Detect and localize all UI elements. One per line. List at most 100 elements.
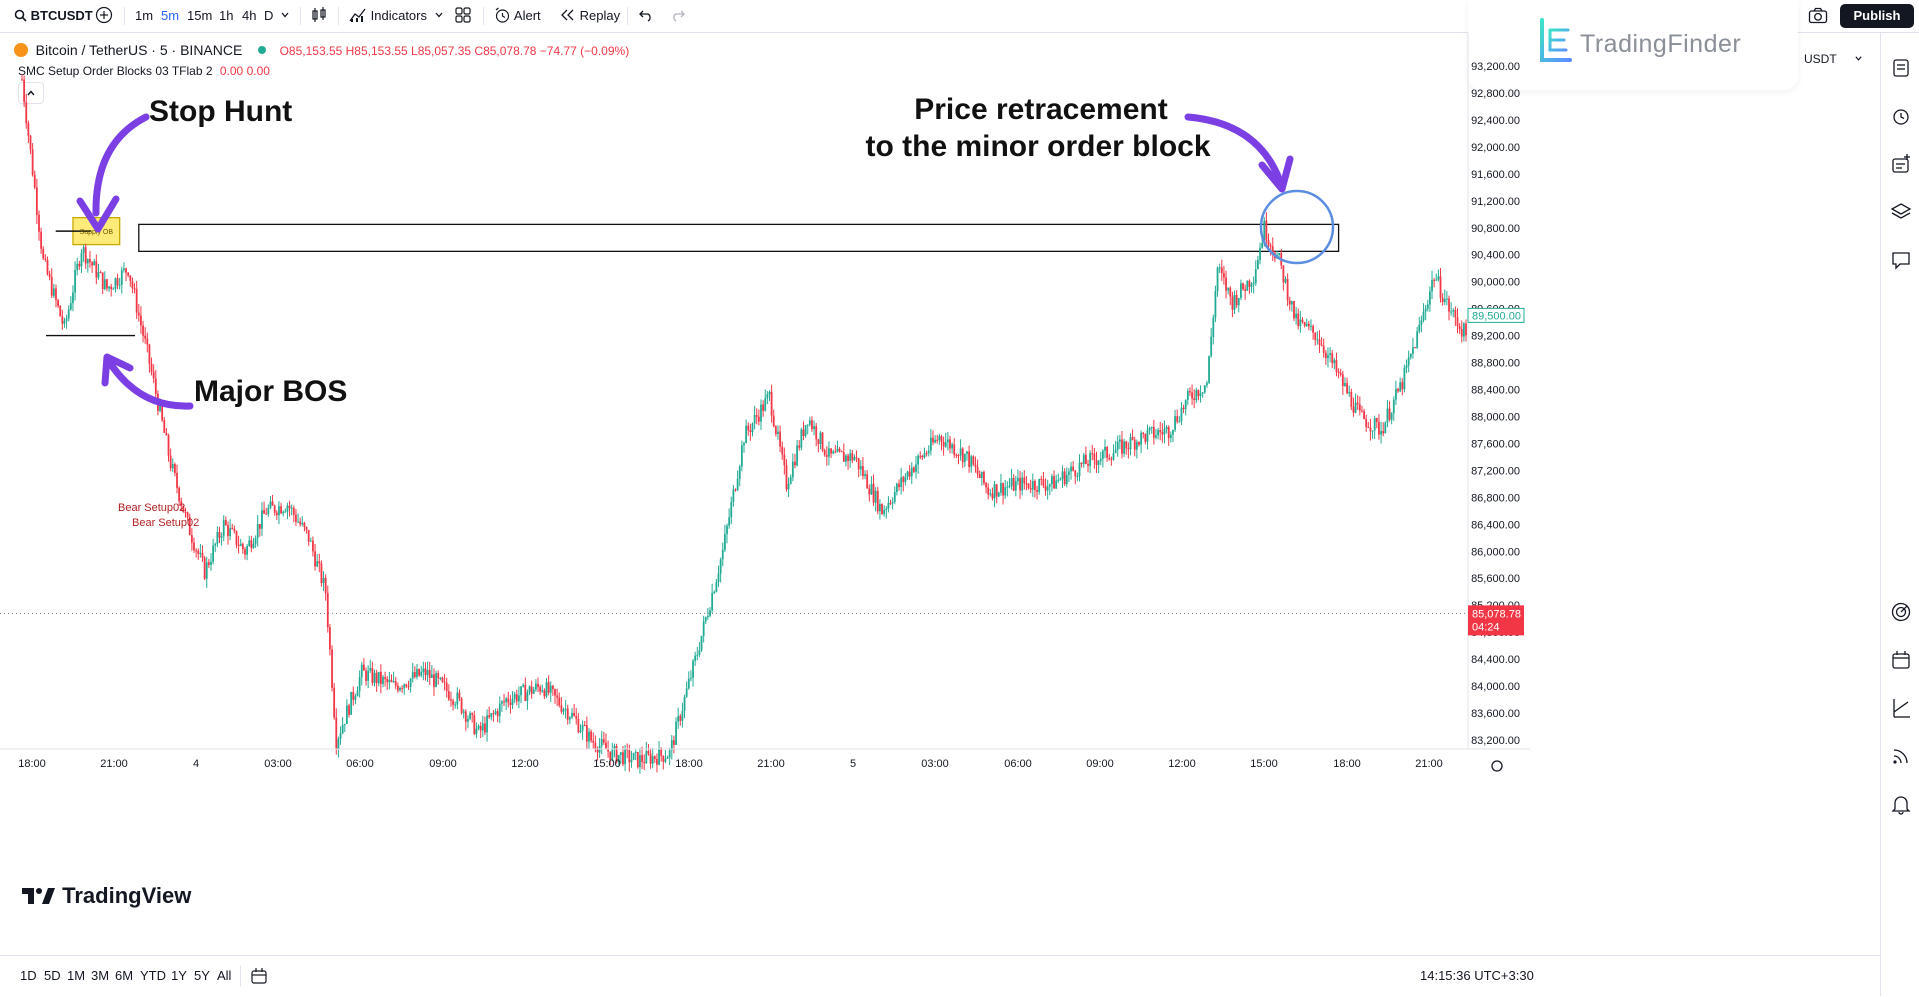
candle [91,262,93,266]
candle [360,664,363,678]
candle [339,733,342,739]
candle [1063,471,1066,485]
watchlist-icon[interactable] [1890,57,1912,79]
price-axis[interactable]: 93,200.00 92,800.00 92,400.00 92,000.00 91,6… [1467,33,1520,749]
major-bos-label: Major BOS [194,375,347,408]
candle [214,543,217,546]
candle [341,724,344,734]
candle [611,748,614,760]
candle [154,378,157,394]
candle [1118,439,1121,442]
retracement-arrowhead [1258,155,1294,193]
candle [781,446,784,455]
snapshot-button[interactable] [1808,6,1828,26]
range-ytd[interactable]: YTD [140,968,166,983]
interval-1m[interactable]: 1m [135,8,154,23]
layers-icon[interactable] [1890,201,1912,223]
candle [1363,411,1365,419]
marked-price-tag [1467,307,1525,323]
interval-dropdown[interactable] [280,6,290,26]
candle [995,484,998,497]
candle [507,698,510,703]
indicators-button[interactable]: Indicators [349,6,427,26]
range-3m[interactable]: 3M [91,968,110,983]
candle [881,503,883,515]
range-5d[interactable]: 5D [44,968,61,983]
alerts-icon[interactable] [1890,105,1912,127]
trend-line-icon[interactable] [1890,697,1912,719]
candle [467,718,469,722]
candle [1218,267,1221,269]
candle [628,750,631,763]
candle [190,535,193,543]
timezone-clock[interactable]: 14:15:36 UTC+3:30 [1420,968,1534,983]
candle [1431,279,1433,292]
publish-button[interactable]: Publish [1840,4,1914,28]
candle [791,461,794,478]
indicators-dropdown[interactable] [434,6,444,26]
current-price-value: 85,078.78 [1472,608,1521,620]
notification-bell-icon[interactable] [1890,793,1912,815]
candle [721,549,724,560]
candle [859,466,862,470]
time-tick-label: 09:00 [429,758,457,770]
candle [428,669,431,679]
interval-5m[interactable]: 5m [161,8,180,23]
candle [199,552,202,554]
currency-select[interactable]: USDT [1804,52,1868,72]
candle [1465,323,1467,336]
candle [743,443,745,446]
range-1m[interactable]: 1M [67,968,86,983]
time-axis[interactable]: 18:00 21:00 4 03:00 06:00 09:00 12:00 15:00 18:0… [0,748,1530,772]
undo-button[interactable] [638,6,654,26]
object-tree-icon[interactable] [1890,153,1912,175]
candle [690,677,692,679]
undo-icon [639,10,651,22]
range-all[interactable]: All [217,968,232,983]
signal-icon[interactable] [1890,745,1912,767]
interval-d[interactable]: D [264,8,274,23]
candle [904,476,907,483]
candle [27,123,30,136]
chart-type-button[interactable] [310,6,328,26]
candle [851,453,854,461]
redo-button[interactable] [670,6,686,26]
replay-button[interactable]: Replay [560,6,620,26]
candle [509,702,512,705]
alert-button[interactable]: Alert [494,6,541,26]
compare-symbol-button[interactable] [95,6,113,26]
candle [1422,311,1425,321]
candle [93,261,96,266]
candle [193,542,195,551]
axis-settings-gear-icon[interactable] [1491,760,1503,772]
target-icon[interactable] [1890,601,1912,623]
range-5y[interactable]: 5Y [194,968,210,983]
candle [823,450,826,455]
candle [1240,283,1242,298]
price-chart[interactable]: Supply OB Stop Hunt Major BOS Price retrac… [0,33,1880,955]
candle [528,686,531,693]
range-1d[interactable]: 1D [20,968,37,983]
candle [600,739,603,746]
range-1y[interactable]: 1Y [171,968,187,983]
candle [1176,416,1179,422]
candle [1150,426,1153,428]
candle [1121,439,1123,454]
candle [21,79,23,81]
layouts-button[interactable] [455,6,471,26]
interval-1h[interactable]: 1h [219,8,234,23]
goto-date-icon[interactable] [250,967,268,985]
candle [46,259,49,275]
candle [592,740,595,743]
candle [1358,404,1361,411]
candle [681,710,684,721]
calendar-icon[interactable] [1890,649,1912,671]
range-6m[interactable]: 6M [115,968,134,983]
interval-4h[interactable]: 4h [242,8,257,23]
interval-15m[interactable]: 15m [187,8,213,23]
chat-icon[interactable] [1890,249,1912,271]
candle [365,670,367,681]
symbol-search-button[interactable]: BTCUSDT [14,6,93,26]
candle [271,501,274,506]
candle [144,335,147,339]
